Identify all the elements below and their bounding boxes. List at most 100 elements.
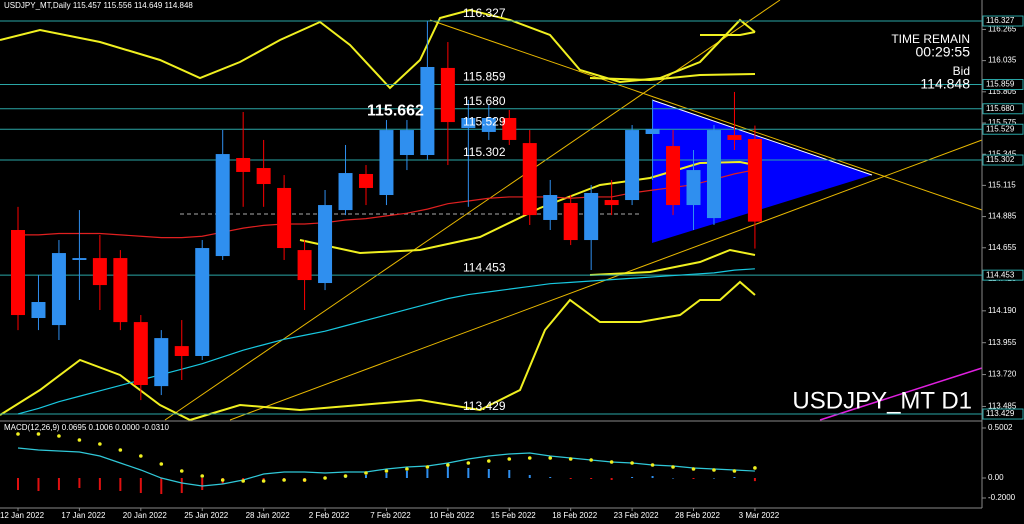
y-tick-label: 116.035 xyxy=(988,56,1017,65)
level-tag xyxy=(982,123,1024,135)
candle-body xyxy=(461,117,476,129)
signal-dot xyxy=(16,432,20,436)
candle-body xyxy=(338,173,353,211)
candle-body xyxy=(584,192,599,241)
signal-dot xyxy=(57,434,61,438)
signal-dot xyxy=(446,463,450,467)
signal-dot xyxy=(671,465,675,469)
signal-dot xyxy=(98,442,102,446)
macd-histogram xyxy=(17,478,19,490)
y-tick-label: 114.655 xyxy=(988,243,1017,252)
x-tick-label: 2 Feb 2022 xyxy=(309,511,350,520)
macd-histogram xyxy=(385,473,388,478)
signal-dot xyxy=(364,471,368,475)
signal-dot xyxy=(36,432,41,436)
candle-body xyxy=(686,170,701,206)
candle-body xyxy=(604,200,619,206)
x-tick-label: 15 Feb 2022 xyxy=(491,511,536,520)
candle-body xyxy=(747,139,762,222)
candle-body xyxy=(215,154,230,257)
level-tag xyxy=(982,154,1024,166)
signal-dot xyxy=(384,469,389,473)
macd-histogram xyxy=(426,469,429,478)
candle-body xyxy=(481,117,496,132)
macd-histogram xyxy=(672,478,675,479)
macd-histogram xyxy=(57,478,60,490)
level-tag xyxy=(982,269,1024,281)
candle-body xyxy=(31,302,46,319)
x-tick-label: 12 Jan 2022 xyxy=(0,511,45,520)
band-segment xyxy=(700,31,756,36)
x-tick-label: 18 Feb 2022 xyxy=(552,511,597,520)
y-tick-label: 115.575 xyxy=(988,118,1017,127)
macd-histogram xyxy=(467,468,470,478)
y-tick-label: -0.2000 xyxy=(988,493,1016,502)
candle-body xyxy=(379,130,394,196)
signal-dot xyxy=(282,478,286,482)
x-tick-label: 28 Jan 2022 xyxy=(246,511,291,520)
candle-body xyxy=(522,143,537,216)
signal-dot xyxy=(650,463,655,467)
candle-body xyxy=(440,67,455,123)
signal-dot xyxy=(589,458,593,462)
x-tick-label: 23 Feb 2022 xyxy=(614,511,659,520)
signal-dot xyxy=(302,478,307,482)
y-tick-label: 116.265 xyxy=(988,25,1017,34)
macd-histogram xyxy=(405,471,408,478)
macd-histogram xyxy=(487,469,490,478)
level-tag xyxy=(982,408,1024,420)
macd-histogram xyxy=(446,466,449,478)
y-tick-label: 115.115 xyxy=(988,180,1016,189)
macd-histogram xyxy=(119,478,122,491)
level-tag-label: 115.859 xyxy=(986,80,1015,89)
signal-dot xyxy=(466,461,471,465)
trendline xyxy=(429,19,983,211)
macd-histogram xyxy=(98,478,101,490)
macd-histogram xyxy=(364,475,367,478)
signal-dot xyxy=(200,474,205,478)
candle-body xyxy=(236,157,251,172)
y-tick-label: 114.885 xyxy=(988,212,1017,221)
candle-body xyxy=(154,338,169,387)
peak-label: 115.662 xyxy=(367,102,424,119)
macd-histogram xyxy=(37,478,40,491)
macd-histogram xyxy=(549,477,552,478)
candle-body xyxy=(358,173,373,188)
candle-body xyxy=(502,117,517,140)
macd-histogram xyxy=(180,478,183,493)
x-tick-label: 10 Feb 2022 xyxy=(429,511,474,520)
candle-body xyxy=(72,258,87,260)
level-tag-label: 113.429 xyxy=(986,409,1015,418)
y-tick-label: 114.190 xyxy=(988,306,1017,315)
level-label: 114.453 xyxy=(463,260,506,274)
level-tag-label: 114.453 xyxy=(986,270,1015,279)
band-segment xyxy=(589,73,756,82)
macd-histogram xyxy=(569,478,572,479)
candle-body xyxy=(420,66,435,156)
triangle-edge xyxy=(651,99,873,176)
x-tick-label: 25 Jan 2022 xyxy=(184,511,229,520)
candle-body xyxy=(645,128,660,134)
signal-dot xyxy=(220,478,225,482)
candle-body xyxy=(297,250,312,281)
level-tag-label: 115.680 xyxy=(986,104,1015,113)
level-tag-label: 115.302 xyxy=(986,155,1015,164)
level-tag-label: 115.529 xyxy=(986,124,1015,133)
x-tick-label: 7 Feb 2022 xyxy=(370,511,411,520)
y-tick-label: 113.955 xyxy=(988,338,1017,347)
signal-dot xyxy=(527,456,532,460)
x-tick-label: 17 Jan 2022 xyxy=(61,511,106,520)
level-tag xyxy=(982,15,1024,27)
macd-histogram xyxy=(733,477,736,478)
timer-title: TIME REMAIN xyxy=(891,32,970,46)
macd-histogram xyxy=(753,478,756,482)
candle-body xyxy=(92,258,107,286)
candle-body xyxy=(277,187,292,249)
x-tick-label: 3 Mar 2022 xyxy=(739,511,780,520)
candle-body xyxy=(256,168,271,185)
signal-dot xyxy=(261,479,266,483)
candle-body xyxy=(174,346,189,356)
chart-title: USDJPY_MT,Daily 115.457 115.556 114.649 … xyxy=(4,1,193,10)
band-segment xyxy=(589,248,756,276)
